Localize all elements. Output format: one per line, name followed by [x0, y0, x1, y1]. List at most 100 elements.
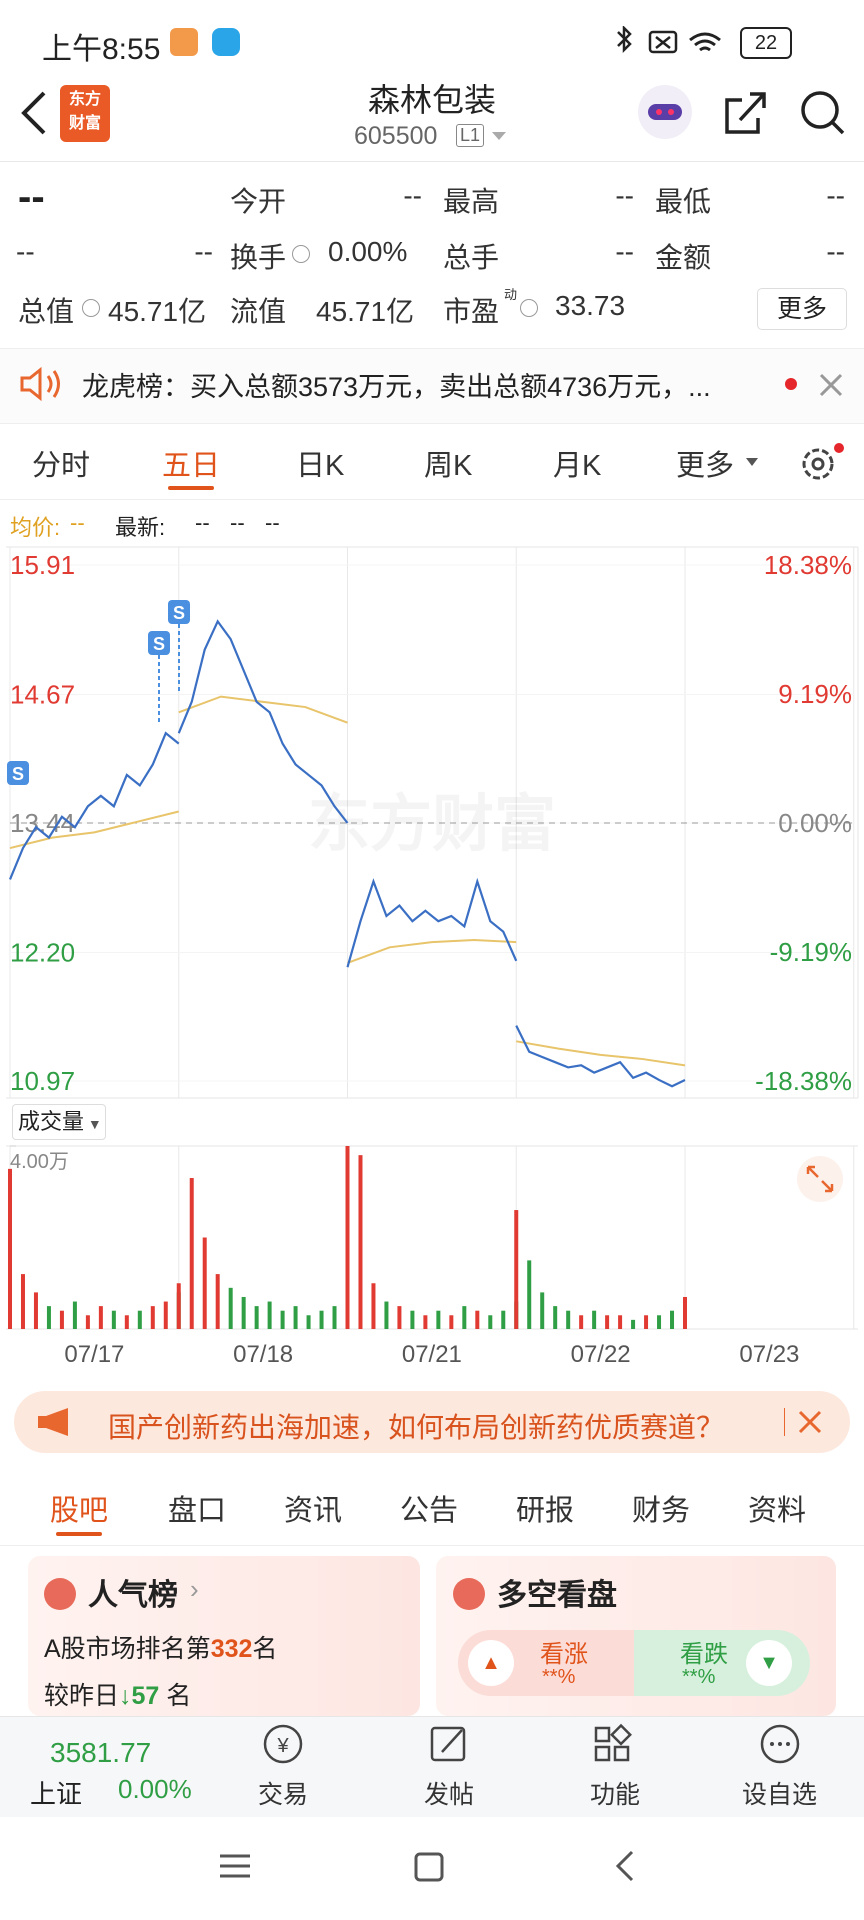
index-value[interactable]: 3581.77	[50, 1737, 152, 1768]
x-tick-label: 07/23	[739, 1341, 799, 1368]
expand-button[interactable]	[796, 1155, 844, 1203]
volume-tick-label: 4.00万	[10, 1151, 69, 1173]
volume-bar	[371, 1283, 376, 1329]
index-name[interactable]: 上证	[30, 1779, 83, 1809]
nav-item[interactable]: 设自选	[742, 1781, 818, 1809]
bottom-icons: ¥	[263, 1723, 800, 1764]
nav-item[interactable]: 功能	[590, 1781, 641, 1809]
level-badge[interactable]: L1	[456, 124, 485, 147]
volume-bar	[202, 1237, 207, 1329]
header-icons[interactable]	[630, 82, 860, 142]
tab[interactable]: 研报	[516, 1495, 575, 1527]
volume-bar	[267, 1301, 272, 1329]
volume-bar	[488, 1315, 493, 1329]
promo-banner[interactable]	[14, 1391, 850, 1453]
tab[interactable]: 股吧	[50, 1495, 109, 1527]
megaphone-icon	[38, 1408, 68, 1436]
svg-text:¥: ¥	[276, 1735, 289, 1757]
indicator-selector[interactable]: 成交量 ▼	[12, 1104, 106, 1140]
volume-bar	[280, 1310, 285, 1329]
index-change[interactable]: 0.00%	[118, 1774, 192, 1804]
card-title: 多空看盘	[497, 1579, 617, 1612]
card-icon	[44, 1578, 76, 1610]
more-button[interactable]: 更多	[757, 288, 847, 330]
x-tick-label: 07/21	[402, 1341, 462, 1368]
tab[interactable]: 盘口	[168, 1495, 227, 1527]
tab[interactable]: 分时	[32, 450, 91, 482]
volume-bar	[670, 1310, 675, 1329]
volume-bar	[215, 1274, 220, 1329]
bear-pct: **%	[682, 1666, 716, 1688]
avg-line	[9, 810, 179, 850]
volume-bar	[33, 1292, 38, 1329]
volume-bar	[683, 1296, 687, 1329]
volume-bar	[579, 1315, 584, 1329]
bear-label: 看跌	[680, 1641, 728, 1668]
superscript: 动	[504, 287, 518, 302]
volume-bar	[410, 1310, 415, 1329]
tab[interactable]: 周K	[424, 450, 473, 482]
volume-bar	[98, 1306, 103, 1329]
tab[interactable]: 五日	[162, 450, 221, 482]
volume-bar	[46, 1306, 51, 1329]
close-button[interactable]	[797, 1409, 823, 1435]
volume-bar	[163, 1301, 168, 1329]
volume-bar	[462, 1306, 467, 1329]
tab[interactable]: 财务	[632, 1495, 691, 1527]
info-icon[interactable]	[520, 299, 538, 317]
value: --	[615, 180, 634, 211]
logo[interactable]: 东方 财富	[60, 85, 110, 142]
tab[interactable]: 更多	[676, 450, 735, 482]
logo-text: 财富	[68, 115, 101, 132]
info-icon[interactable]	[82, 299, 100, 317]
up-icon: ▲	[468, 1640, 514, 1686]
volume-bar	[228, 1287, 233, 1329]
status-time: 上午8:55	[42, 33, 161, 66]
tab[interactable]: 日K	[296, 450, 345, 482]
tab-indicator	[56, 1532, 102, 1536]
signal-label: S	[173, 603, 185, 623]
avg-line	[516, 1040, 686, 1067]
value: --	[16, 236, 35, 267]
notice-bar[interactable]	[0, 348, 864, 424]
down-icon: ▼	[746, 1640, 792, 1686]
back-button[interactable]	[16, 88, 56, 138]
notice-text[interactable]: 龙虎榜：买入总额3573万元，卖出总额4736万元，...	[82, 372, 711, 402]
volume-bar	[527, 1260, 532, 1329]
info-icon[interactable]	[292, 245, 310, 263]
tab-indicator	[168, 486, 214, 490]
status-icon	[212, 28, 240, 56]
volume-bar	[631, 1319, 636, 1329]
divider	[0, 161, 864, 162]
stock-code: 605500	[354, 122, 438, 150]
banner-text[interactable]: 国产创新药出海加速，如何布局创新药优质赛道？	[108, 1412, 725, 1443]
y-tick-label: 14.67	[10, 680, 75, 710]
volume-bar	[332, 1306, 337, 1329]
value: 45.71亿	[316, 296, 415, 327]
volume-bar	[306, 1315, 311, 1329]
volume-bar	[384, 1301, 389, 1329]
volume-bar	[254, 1306, 259, 1329]
rank-change: 较昨日↓57 名	[44, 1682, 192, 1710]
status-icon	[170, 28, 198, 56]
tab[interactable]: 资讯	[284, 1495, 343, 1527]
label: 流值	[230, 296, 287, 327]
nav-item[interactable]: 发帖	[424, 1781, 475, 1809]
text: 名	[166, 1682, 192, 1710]
system-nav[interactable]	[0, 1818, 864, 1918]
label: 最高	[443, 186, 500, 217]
legend-value: --	[195, 510, 210, 535]
tab[interactable]: 公告	[400, 1495, 459, 1527]
popularity-card[interactable]	[28, 1556, 420, 1716]
volume-bar	[20, 1274, 25, 1329]
separator	[784, 1408, 785, 1436]
tab[interactable]: 资料	[748, 1495, 807, 1527]
nav-item[interactable]: 交易	[258, 1781, 309, 1809]
speaker-icon	[20, 366, 60, 402]
close-button[interactable]	[818, 372, 844, 398]
settings-button[interactable]	[798, 440, 848, 490]
volume-bar	[449, 1315, 454, 1329]
tab[interactable]: 月K	[553, 450, 602, 482]
volume-bar	[501, 1310, 506, 1329]
change: 57	[131, 1682, 160, 1710]
